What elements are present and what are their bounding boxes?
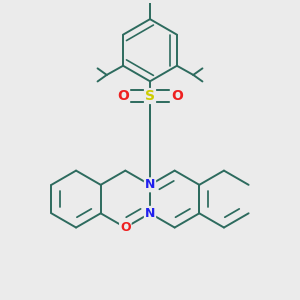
Text: O: O [120, 221, 131, 234]
Text: N: N [145, 207, 155, 220]
Text: S: S [145, 89, 155, 103]
Text: O: O [117, 89, 129, 103]
Text: N: N [145, 178, 155, 191]
Text: O: O [171, 89, 183, 103]
